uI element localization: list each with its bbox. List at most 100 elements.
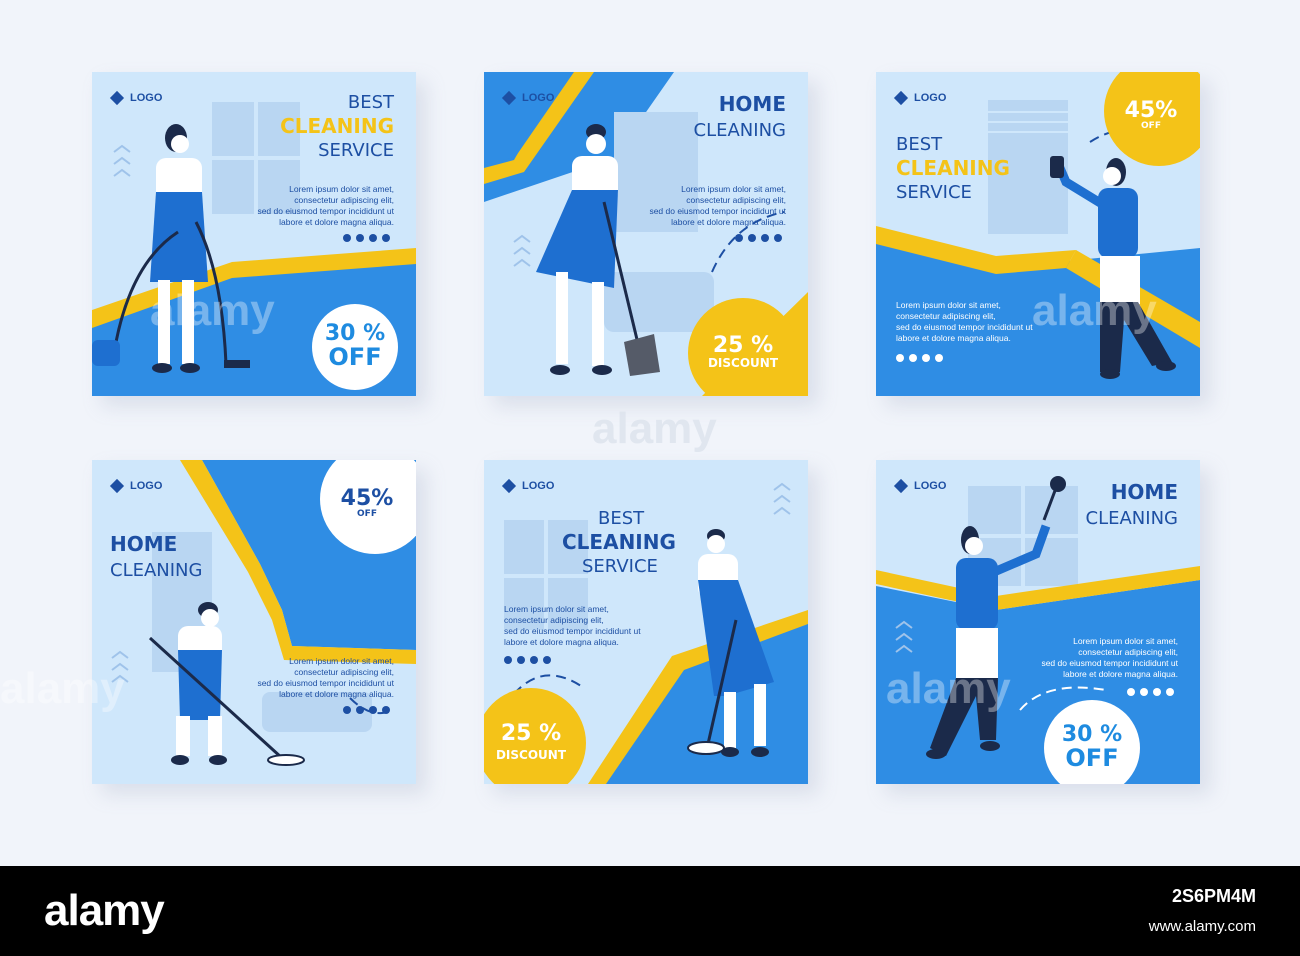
body-line: sed do eiusmod tempor incididunt ut xyxy=(257,678,394,688)
post-2-body-text: Lorem ipsum dolor sit amet, consectetur … xyxy=(649,184,786,228)
body-line: consectetur adipiscing elit, xyxy=(504,615,604,625)
logo-text: LOGO xyxy=(522,480,555,492)
post-3-dots xyxy=(896,354,943,362)
post-1-title-line2: CLEANING xyxy=(280,114,394,138)
post-1-title-line3: SERVICE xyxy=(318,140,394,161)
post-2-title-line2: CLEANING xyxy=(693,120,786,141)
badge-value: 25 % xyxy=(500,721,562,747)
body-line: labore et dolore magna aliqua. xyxy=(279,689,394,699)
body-line: consectetur adipiscing elit, xyxy=(686,195,786,205)
post-card-3: LOGO BEST CLEANING SERVICE Lorem ipsum d… xyxy=(876,72,1200,396)
body-line: sed do eiusmod tempor incididunt ut xyxy=(649,206,786,216)
post-1-logo: LOGO xyxy=(109,90,163,106)
post-4-title-line1: HOME xyxy=(110,532,178,556)
post-card-1: LOGO BEST CLEANING SERVICE Lorem ipsum d… xyxy=(92,72,416,396)
diamond-logo-icon xyxy=(893,478,909,494)
post-4-dots xyxy=(343,706,390,714)
body-line: sed do eiusmod tempor incididunt ut xyxy=(504,626,641,636)
post-card-2: LOGO HOME CLEANING Lorem ipsum dolor sit… xyxy=(484,72,808,396)
post-card-6: LOGO HOME CLEANING Lorem ipsum dolor sit… xyxy=(876,460,1200,784)
logo-text: LOGO xyxy=(130,92,163,104)
badge-label: DISCOUNT xyxy=(495,748,567,763)
body-line: consectetur adipiscing elit, xyxy=(1078,647,1178,657)
post-1-title-line1: BEST xyxy=(347,92,394,113)
logo-text: LOGO xyxy=(130,480,163,492)
body-line: Lorem ipsum dolor sit amet, xyxy=(1073,636,1178,646)
body-line: labore et dolore magna aliqua. xyxy=(279,217,394,227)
site-url: www.alamy.com xyxy=(1148,918,1256,935)
diamond-logo-icon xyxy=(893,90,909,106)
body-line: sed do eiusmod tempor incididunt ut xyxy=(896,322,1033,332)
post-3-discount-badge: 45% OFF xyxy=(1104,72,1200,166)
post-6-logo: LOGO xyxy=(893,478,947,494)
body-line: Lorem ipsum dolor sit amet, xyxy=(289,184,394,194)
footer-bar: alamy 2S6PM4M www.alamy.com xyxy=(0,866,1300,956)
post-2-logo: LOGO xyxy=(501,90,555,106)
post-5-title-line3: SERVICE xyxy=(582,556,658,577)
post-1-dots xyxy=(343,234,390,242)
body-line: labore et dolore magna aliqua. xyxy=(896,333,1011,343)
post-2-discount-badge: 25 % DISCOUNT xyxy=(688,298,798,396)
post-4-logo: LOGO xyxy=(109,478,163,494)
badge-value: 45% xyxy=(340,486,394,512)
image-id: 2S6PM4M xyxy=(1171,886,1256,906)
body-line: Lorem ipsum dolor sit amet, xyxy=(504,604,609,614)
post-card-5: LOGO BEST CLEANING SERVICE Lorem ipsum d… xyxy=(484,460,808,784)
post-6-body-text: Lorem ipsum dolor sit amet, consectetur … xyxy=(1041,636,1178,680)
post-4-discount-badge: 45% OFF xyxy=(320,460,416,554)
logo-text: LOGO xyxy=(522,92,555,104)
post-3-body-text: Lorem ipsum dolor sit amet, consectetur … xyxy=(896,300,1033,344)
body-line: labore et dolore magna aliqua. xyxy=(504,637,619,647)
body-line: labore et dolore magna aliqua. xyxy=(1063,669,1178,679)
post-6-title-line2: CLEANING xyxy=(1085,508,1178,529)
diamond-logo-icon xyxy=(501,90,517,106)
post-5-logo: LOGO xyxy=(501,478,555,494)
post-2-dots xyxy=(735,234,782,242)
badge-value: 45% xyxy=(1124,98,1178,124)
body-line: consectetur adipiscing elit, xyxy=(294,195,394,205)
body-line: sed do eiusmod tempor incididunt ut xyxy=(257,206,394,216)
badge-label: OFF xyxy=(1141,121,1161,132)
post-4-body-text: Lorem ipsum dolor sit amet, consectetur … xyxy=(257,656,394,700)
post-6-discount-badge: 30 % OFF xyxy=(1044,700,1140,784)
diamond-logo-icon xyxy=(109,478,125,494)
body-line: Lorem ipsum dolor sit amet, xyxy=(681,184,786,194)
badge-value: 30 % xyxy=(324,321,386,347)
post-3-title-line2: CLEANING xyxy=(896,156,1010,180)
post-1-body-text: Lorem ipsum dolor sit amet, consectetur … xyxy=(257,184,394,228)
post-5-body-text: Lorem ipsum dolor sit amet, consectetur … xyxy=(504,604,641,648)
logo-text: LOGO xyxy=(914,480,947,492)
post-5-dots xyxy=(504,656,551,664)
watermark: alamy xyxy=(592,404,717,453)
body-line: labore et dolore magna aliqua. xyxy=(671,217,786,227)
template-showcase: LOGO BEST CLEANING SERVICE Lorem ipsum d… xyxy=(92,72,1200,784)
post-5-title-line1: BEST xyxy=(598,508,645,529)
post-1-discount-badge: 30 % OFF xyxy=(312,304,398,390)
post-5-title-line2: CLEANING xyxy=(562,530,676,554)
post-4-background xyxy=(92,460,416,784)
badge-label: OFF xyxy=(328,343,382,372)
body-line: consectetur adipiscing elit, xyxy=(294,667,394,677)
logo-text: LOGO xyxy=(914,92,947,104)
post-4-title-line2: CLEANING xyxy=(110,560,203,581)
post-3-title-line1: BEST xyxy=(896,134,943,155)
post-3-logo: LOGO xyxy=(893,90,947,106)
post-6-title-line1: HOME xyxy=(1110,480,1178,504)
body-line: consectetur adipiscing elit, xyxy=(896,311,996,321)
post-5-discount-badge: 25 % DISCOUNT xyxy=(484,688,586,784)
post-6-dots xyxy=(1127,688,1174,696)
badge-value: 25 % xyxy=(712,333,774,359)
post-2-title-line1: HOME xyxy=(718,92,786,116)
body-line: Lorem ipsum dolor sit amet, xyxy=(896,300,1001,310)
diamond-logo-icon xyxy=(109,90,125,106)
post-3-title-line3: SERVICE xyxy=(896,182,972,203)
badge-value: 30 % xyxy=(1061,722,1123,748)
brand-logo: alamy xyxy=(44,886,165,935)
diamond-logo-icon xyxy=(501,478,517,494)
body-line: Lorem ipsum dolor sit amet, xyxy=(289,656,394,666)
badge-label: DISCOUNT xyxy=(707,356,779,371)
post-card-4: LOGO HOME CLEANING Lorem ipsum dolor sit… xyxy=(92,460,416,784)
badge-label: OFF xyxy=(1065,744,1119,773)
badge-label: OFF xyxy=(357,509,377,520)
